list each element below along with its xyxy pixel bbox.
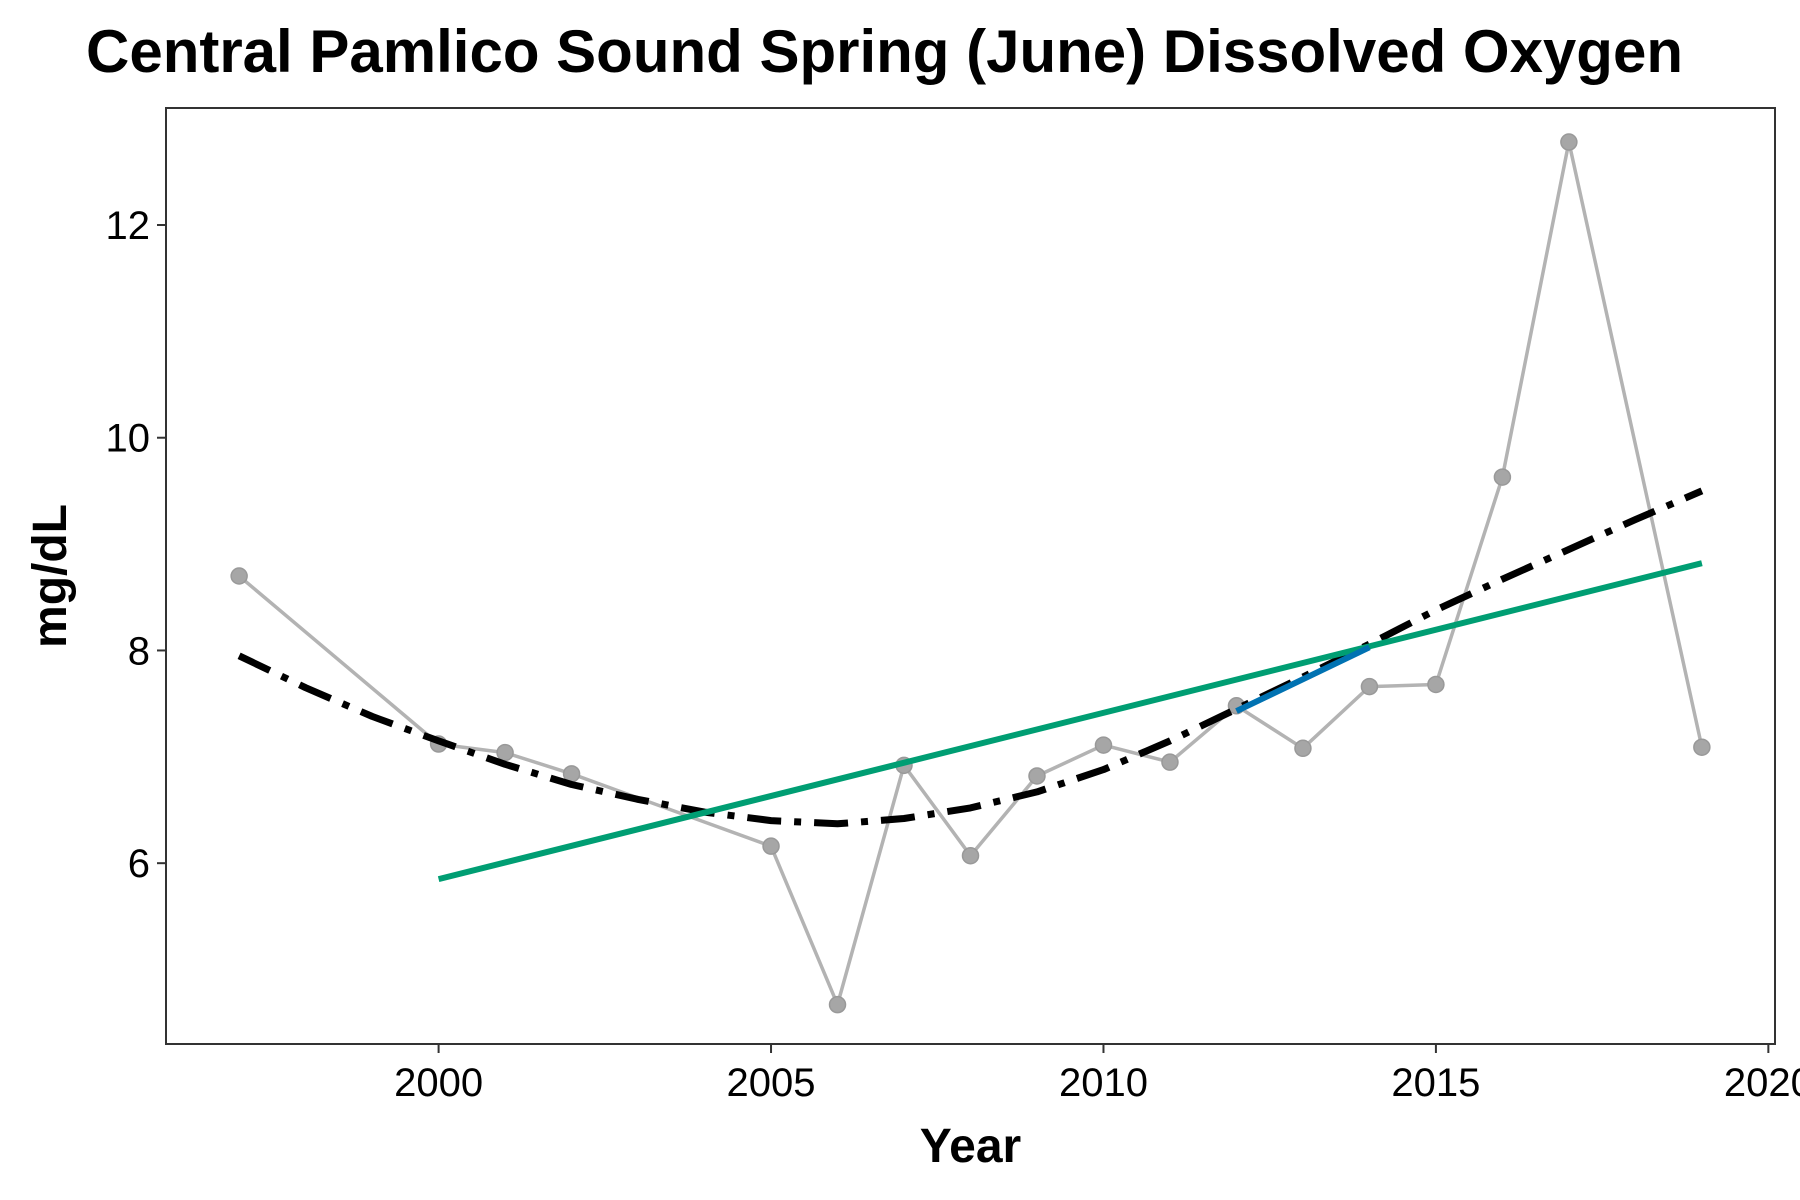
x-tick-label-2020: 2020 [1724, 1061, 1800, 1105]
observed-point-2013 [1294, 739, 1312, 758]
plot-border [165, 107, 1776, 1045]
observed-point-2019 [1693, 738, 1711, 756]
observed-point-2009 [1028, 767, 1046, 785]
highlighted-segment-line [1235, 644, 1371, 714]
observed-point-2014 [1360, 677, 1379, 696]
linear-trend-line [437, 560, 1703, 883]
observed-line [237, 140, 1704, 1007]
y-tick-label-8: 8 [128, 629, 150, 673]
observed-point-2016 [1493, 468, 1512, 486]
observed-point-2017 [1560, 133, 1578, 151]
x-tick-label-2015: 2015 [1391, 1061, 1480, 1105]
chart-title: Central Pamlico Sound Spring (June) Diss… [86, 18, 1683, 85]
observed-point-2011 [1161, 753, 1179, 771]
x-axis-title: Year [920, 1120, 1021, 1173]
observed-point-2015 [1427, 675, 1445, 694]
x-tick-label-2005: 2005 [727, 1061, 816, 1105]
dash-dot-trend-line [237, 487, 1704, 828]
observed-point-2006 [828, 995, 847, 1014]
y-tick-label-12: 12 [106, 204, 151, 248]
y-tick-label-6: 6 [128, 842, 150, 886]
observed-point-2010 [1094, 736, 1113, 754]
observed-point-2008 [961, 846, 980, 865]
observed-point-2005 [762, 837, 780, 855]
y-tick-label-10: 10 [106, 417, 151, 461]
y-axis-title: mg/dL [24, 504, 77, 648]
series-layer [230, 133, 1711, 1014]
x-tick-label-2000: 2000 [394, 1061, 483, 1105]
axes-layer: 2000 2005 2010 2015 2020 6 8 10 12 [106, 107, 1800, 1105]
x-tick-label-2010: 2010 [1059, 1061, 1148, 1105]
observed-point-1997 [230, 567, 248, 585]
observed-point-2001 [496, 743, 514, 762]
